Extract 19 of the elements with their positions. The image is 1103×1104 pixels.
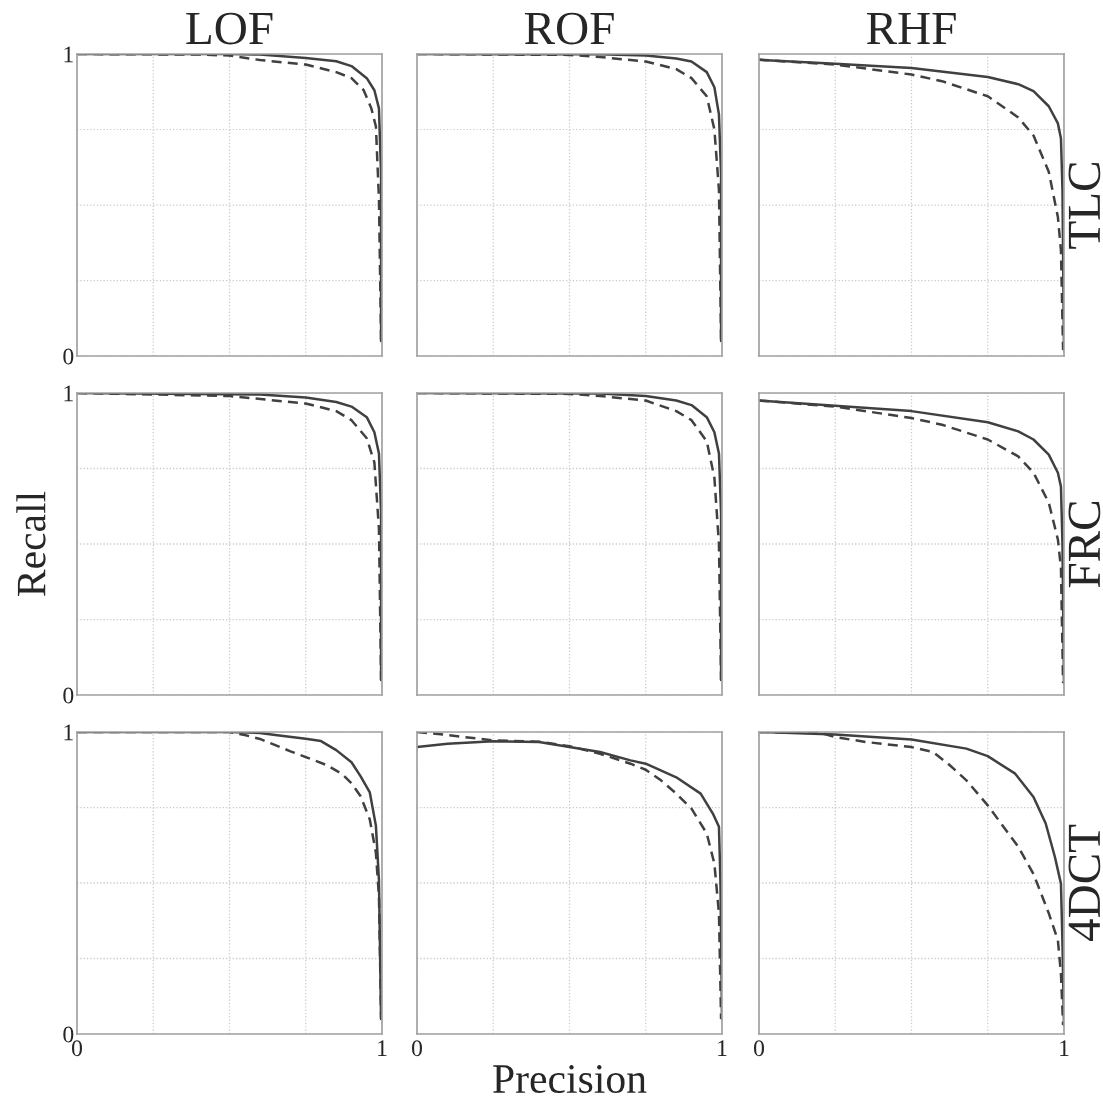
x-tick-label: 0 <box>412 1040 422 1057</box>
text: 4DCT <box>1068 824 1101 942</box>
y-tick-label: 0 <box>63 687 74 704</box>
x-axis-title: Precision <box>493 1065 647 1094</box>
x-tick-label: 0 <box>754 1040 764 1057</box>
text: FRC <box>1068 501 1101 588</box>
x-tick-label: 1 <box>378 1040 387 1056</box>
y-axis-title: Recall <box>16 491 46 597</box>
chart-title: RHF <box>866 13 956 44</box>
y-tick-label: 1 <box>64 46 73 63</box>
y-tick-label: 0 <box>63 1026 74 1043</box>
y-tick-label: 1 <box>64 724 73 741</box>
x-tick-label: 1 <box>1060 1040 1069 1056</box>
y-tick-label: 0 <box>63 348 74 365</box>
x-tick-label: 1 <box>718 1040 727 1056</box>
chart-title: LOF <box>186 12 273 45</box>
text: TLC <box>1068 163 1101 249</box>
y-tick-label: 1 <box>64 385 73 402</box>
chart-title: ROF <box>524 12 614 45</box>
